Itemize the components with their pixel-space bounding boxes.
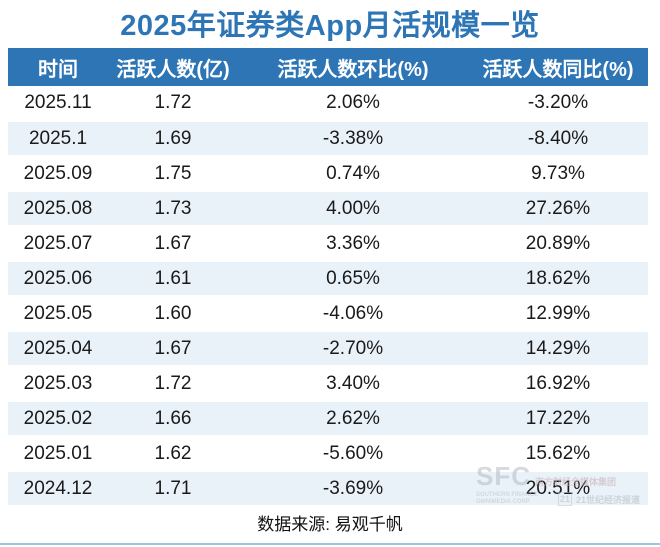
- table-cell: 12.99%: [468, 296, 648, 332]
- table-cell: 2025.08: [8, 191, 108, 227]
- table-cell: 1.67: [108, 331, 238, 367]
- table-cell: 1.75: [108, 156, 238, 192]
- table-row: 2025.11 1.72 2.06% -3.20%: [8, 86, 648, 122]
- table-cell: 2024.12: [8, 471, 108, 507]
- table-cell: 15.62%: [468, 436, 648, 472]
- table-cell: -5.60%: [238, 436, 468, 472]
- table-cell: 2025.01: [8, 436, 108, 472]
- table-cell: -3.69%: [238, 471, 468, 507]
- table-cell: 9.73%: [468, 156, 648, 192]
- table-row: 2025.08 1.73 4.00% 27.26%: [8, 191, 648, 227]
- table-cell: 4.00%: [238, 191, 468, 227]
- table-cell: -3.20%: [468, 86, 648, 122]
- table-row: 2025.07 1.67 3.36% 20.89%: [8, 226, 648, 262]
- column-header: 活跃人数环比(%): [238, 48, 468, 86]
- table-row: 2025.03 1.72 3.40% 16.92%: [8, 366, 648, 402]
- table-row: 2025.04 1.67 -2.70% 14.29%: [8, 331, 648, 367]
- table-cell: 2025.1: [8, 121, 108, 157]
- table-cell: 1.67: [108, 226, 238, 262]
- table-row: 2025.06 1.61 0.65% 18.62%: [8, 261, 648, 297]
- table-cell: 17.22%: [468, 401, 648, 437]
- table-cell: 0.65%: [238, 261, 468, 297]
- table-cell: -2.70%: [238, 331, 468, 367]
- table-body: 2025.11 1.72 2.06% -3.20% 2025.1 1.69 -3.38% -8…: [8, 86, 648, 507]
- table-cell: -3.38%: [238, 121, 468, 157]
- table-cell: 20.51%: [468, 471, 648, 507]
- table-row: 2025.05 1.60 -4.06% 12.99%: [8, 296, 648, 332]
- table-cell: 14.29%: [468, 331, 648, 367]
- table-cell: 18.62%: [468, 261, 648, 297]
- table-cell: 1.73: [108, 191, 238, 227]
- column-header: 时间: [8, 48, 108, 86]
- table-cell: -4.06%: [238, 296, 468, 332]
- table-cell: 2025.03: [8, 366, 108, 402]
- table-cell: 1.72: [108, 86, 238, 122]
- table-cell: 2.06%: [238, 86, 468, 122]
- table-cell: 2025.06: [8, 261, 108, 297]
- table-cell: 2025.02: [8, 401, 108, 437]
- table-row: 2024.12 1.71 -3.69% 20.51%: [8, 471, 648, 507]
- table-cell: 1.69: [108, 121, 238, 157]
- table-cell: 1.71: [108, 471, 238, 507]
- table-cell: 2025.09: [8, 156, 108, 192]
- table-cell: 1.61: [108, 261, 238, 297]
- table-cell: -8.40%: [468, 121, 648, 157]
- page-title: 2025年证券类App月活规模一览: [120, 10, 540, 42]
- table-row: 2025.1 1.69 -3.38% -8.40%: [8, 121, 648, 157]
- table-cell: 2025.05: [8, 296, 108, 332]
- table-cell: 1.72: [108, 366, 238, 402]
- table-cell: 16.92%: [468, 366, 648, 402]
- table-cell: 1.60: [108, 296, 238, 332]
- table-cell: 3.36%: [238, 226, 468, 262]
- table-cell: 2025.11: [8, 86, 108, 122]
- table-cell: 2025.07: [8, 226, 108, 262]
- data-table: 时间 活跃人数(亿) 活跃人数环比(%) 活跃人数同比(%) 2025.11 1.72 2…: [8, 48, 648, 507]
- header-row: 时间 活跃人数(亿) 活跃人数环比(%) 活跃人数同比(%): [8, 48, 648, 86]
- table-cell: 1.66: [108, 401, 238, 437]
- table-cell: 2025.04: [8, 331, 108, 367]
- table-cell: 1.62: [108, 436, 238, 472]
- column-header: 活跃人数(亿): [108, 48, 238, 86]
- table-cell: 27.26%: [468, 191, 648, 227]
- table-row: 2025.02 1.66 2.62% 17.22%: [8, 401, 648, 437]
- table-row: 2025.09 1.75 0.74% 9.73%: [8, 156, 648, 192]
- table-row: 2025.01 1.62 -5.60% 15.62%: [8, 436, 648, 472]
- column-header: 活跃人数同比(%): [468, 48, 648, 86]
- table-cell: 0.74%: [238, 156, 468, 192]
- bottom-divider: [0, 543, 660, 545]
- data-source-caption: 数据来源: 易观千帆: [257, 515, 403, 534]
- table-cell: 2.62%: [238, 401, 468, 437]
- table-cell: 20.89%: [468, 226, 648, 262]
- table-cell: 3.40%: [238, 366, 468, 402]
